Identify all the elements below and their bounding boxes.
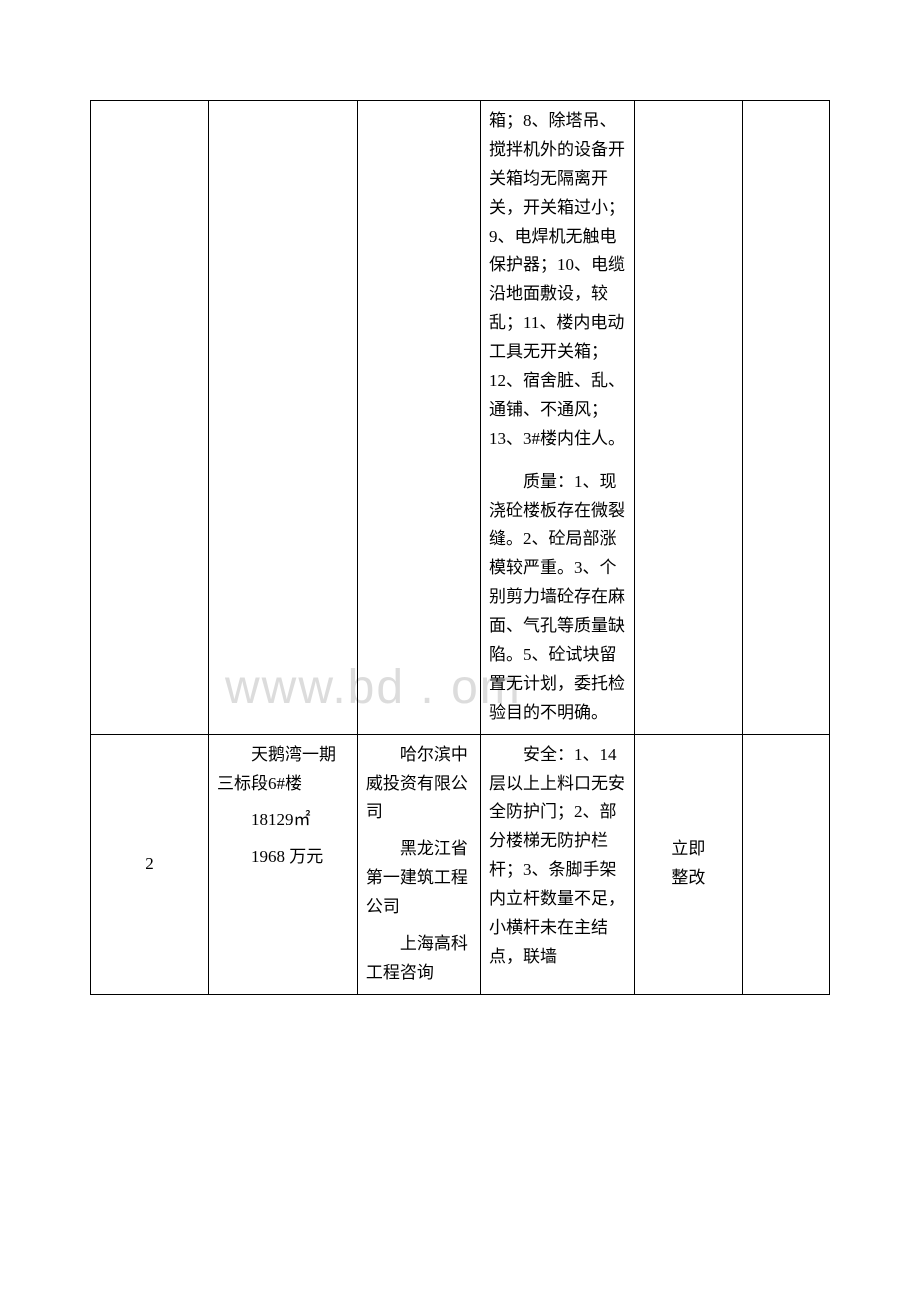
action-line1: 立即 [643,835,734,864]
company2-text: 黑龙江省第一建筑工程公司 [366,835,472,922]
cell-r2-c5: 立即 整改 [634,734,742,994]
cell-r2-c3: 哈尔滨中威投资有限公司 黑龙江省第一建筑工程公司 上海高科工程咨询 [357,734,480,994]
project-cost-text: 1968 万元 [217,843,349,872]
cell-r2-c4: 安全：1、14 层以上上料口无安全防护门；2、部分楼梯无防护栏杆；3、条脚手架内… [481,734,635,994]
safety-issues-text: 箱；8、除塔吊、搅拌机外的设备开关箱均无隔离开关，开关箱过小；9、电焊机无触电保… [489,107,626,454]
cell-r2-c1: 2 [91,734,209,994]
cell-r2-c2: 天鹅湾一期三标段6#楼 18129㎡ 1968 万元 [209,734,358,994]
cell-r1-c5 [634,101,742,735]
table-row: 箱；8、除塔吊、搅拌机外的设备开关箱均无隔离开关，开关箱过小；9、电焊机无触电保… [91,101,830,735]
project-area-text: 18129㎡ [217,806,349,835]
inspection-table: 箱；8、除塔吊、搅拌机外的设备开关箱均无隔离开关，开关箱过小；9、电焊机无触电保… [90,100,830,995]
cell-r1-c4: 箱；8、除塔吊、搅拌机外的设备开关箱均无隔离开关，开关箱过小；9、电焊机无触电保… [481,101,635,735]
action-line2: 整改 [643,864,734,893]
cell-r1-c3 [357,101,480,735]
quality-issues-text: 质量：1、现浇砼楼板存在微裂缝。2、砼局部涨模较严重。3、个别剪力墙砼存在麻面、… [489,468,626,728]
cell-r1-c2 [209,101,358,735]
project-name-text: 天鹅湾一期三标段6#楼 [217,741,349,799]
company1-text: 哈尔滨中威投资有限公司 [366,741,472,828]
cell-r1-c6 [742,101,829,735]
company3-text: 上海高科工程咨询 [366,930,472,988]
cell-r1-c1 [91,101,209,735]
cell-r2-c6 [742,734,829,994]
table-row: 2 天鹅湾一期三标段6#楼 18129㎡ 1968 万元 哈尔滨中威投资有限公司… [91,734,830,994]
